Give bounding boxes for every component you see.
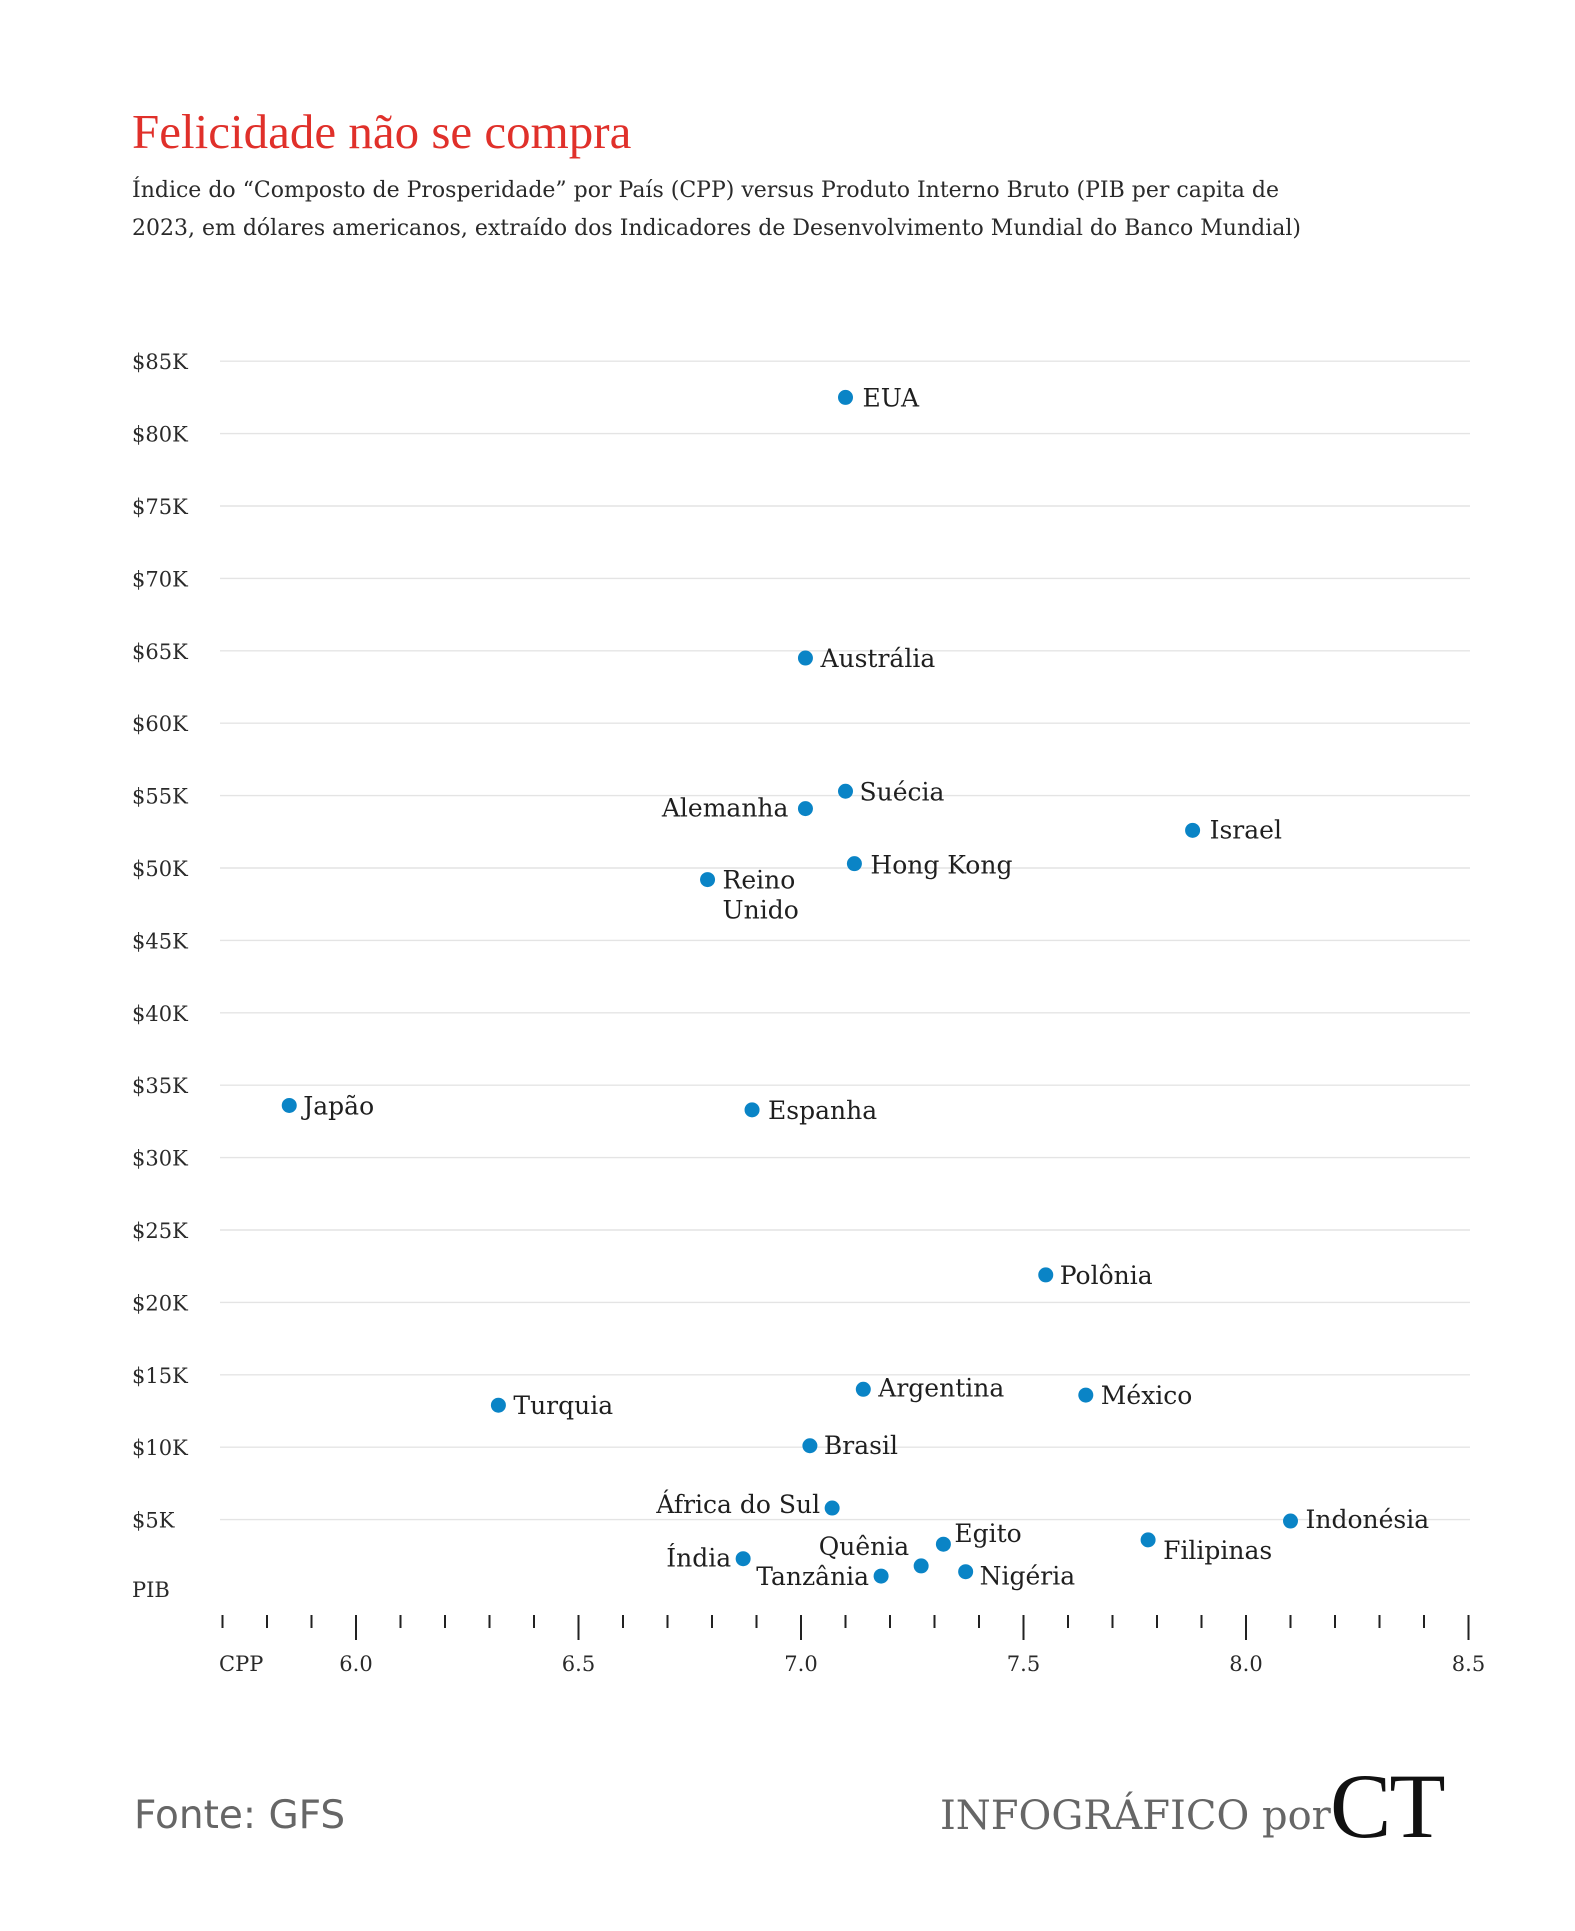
data-point-label: México [1101, 1381, 1193, 1410]
data-point-label: Índia [666, 1544, 731, 1573]
data-point [1078, 1387, 1094, 1403]
y-tick-label: $35K [132, 1074, 188, 1098]
data-point-label: Argentina [877, 1373, 1004, 1402]
x-tick-label: 6.5 [562, 1652, 595, 1676]
data-point [855, 1381, 871, 1397]
x-axis: CPP 6.0 6.5 7.0 7.5 8.0 8.5 [219, 1615, 1485, 1676]
data-point-label: Suécia [860, 777, 945, 806]
data-point-label: Alemanha [661, 794, 789, 823]
data-point [846, 856, 862, 872]
source-note: Fonte: GFS [134, 1793, 346, 1838]
data-point [1038, 1267, 1054, 1283]
chart-title: Felicidade não se compra [132, 104, 632, 159]
y-tick-label: $75K [132, 495, 188, 519]
publisher-logo: CT [1330, 1755, 1446, 1857]
data-point [935, 1536, 951, 1552]
data-point-label: Japão [300, 1091, 374, 1120]
data-point [797, 650, 813, 666]
y-axis: PIB $5K $10K $15K $20K $25K $30K $35K $40K $45K $… [132, 350, 188, 1602]
y-tick-label: $5K [132, 1509, 175, 1533]
x-tick-label: 8.5 [1452, 1652, 1485, 1676]
x-axis-label: CPP [219, 1652, 263, 1676]
y-tick-label: $20K [132, 1291, 188, 1315]
data-point [735, 1551, 751, 1567]
data-point [958, 1564, 974, 1580]
y-axis-label: PIB [132, 1578, 170, 1602]
data-point-label: EUA [863, 383, 921, 412]
y-tick-label: $60K [132, 712, 188, 736]
data-point [802, 1438, 818, 1454]
y-tick-label: $40K [132, 1002, 188, 1026]
data-point-label: Austrália [819, 644, 935, 673]
x-tick-label: 6.0 [339, 1652, 372, 1676]
y-tick-label: $50K [132, 857, 188, 881]
data-point [838, 389, 853, 405]
data-point [744, 1102, 760, 1118]
data-point-label: Filipinas [1163, 1536, 1272, 1565]
data-point-label: Tanzânia [756, 1562, 869, 1591]
y-tick-label: $65K [132, 640, 188, 664]
data-point [1140, 1532, 1156, 1548]
data-point [1283, 1513, 1298, 1529]
data-point-label: Nigéria [980, 1562, 1076, 1591]
data-point [797, 801, 813, 817]
data-points: EUA Austrália Suécia Alemanha Israel Hong Kon… [281, 383, 1430, 1591]
data-point-label: Polônia [1060, 1261, 1153, 1290]
data-point [490, 1397, 506, 1413]
y-tick-label: $10K [132, 1436, 188, 1460]
y-tick-label: $55K [132, 785, 188, 809]
x-tick-label: 7.0 [784, 1652, 817, 1676]
y-tick-label: $80K [132, 423, 188, 447]
y-tick-label: $15K [132, 1364, 188, 1388]
x-tick-label: 7.5 [1007, 1652, 1040, 1676]
data-point [1185, 822, 1201, 838]
data-point [873, 1568, 889, 1584]
data-point [281, 1097, 297, 1113]
data-point [700, 872, 716, 888]
data-point [913, 1558, 929, 1574]
scatter-chart: PIB $5K $10K $15K $20K $25K $30K $35K $40K $45K $… [132, 350, 1485, 1676]
data-point [824, 1500, 840, 1516]
credit-text: INFOGRÁFICO por [940, 1793, 1331, 1839]
y-tick-label: $30K [132, 1147, 188, 1171]
grid-lines [220, 360, 1470, 1521]
data-point-label: Reino Unido [723, 866, 799, 925]
data-point-label: Egito [954, 1519, 1021, 1548]
y-tick-label: $85K [132, 350, 188, 374]
data-point-label: Turquia [513, 1391, 613, 1420]
data-point-label: Quênia [819, 1532, 909, 1561]
chart-subtitle: Índice do “Composto de Prosperidade” por… [132, 178, 1301, 241]
data-point [838, 783, 853, 799]
y-tick-label: $45K [132, 929, 188, 953]
x-tick-label: 8.0 [1229, 1652, 1262, 1676]
data-point-label: Indonésia [1306, 1505, 1430, 1534]
y-tick-label: $70K [132, 567, 188, 591]
data-point-label: Israel [1210, 815, 1282, 844]
data-point-label: África do Sul [655, 1490, 820, 1519]
data-point-label: Espanha [768, 1096, 877, 1125]
data-point-label: Hong Kong [870, 851, 1012, 880]
data-point-label: Brasil [824, 1431, 898, 1460]
y-tick-label: $25K [132, 1219, 188, 1243]
